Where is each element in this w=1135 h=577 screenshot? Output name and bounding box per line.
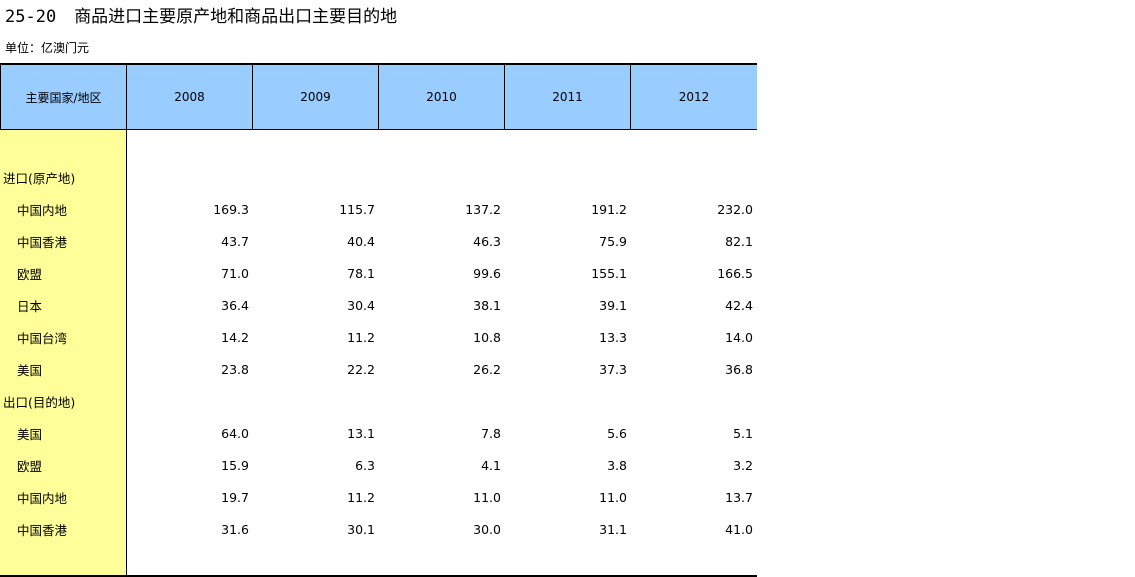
cell-value: 39.1 — [599, 297, 627, 313]
row-label: 日本 — [17, 298, 43, 314]
cell-value: 71.0 — [221, 265, 249, 281]
section-heading-row: 出口(目的地) — [0, 385, 757, 417]
table-number: 25-20 — [5, 7, 57, 27]
cell-value: 11.2 — [347, 489, 375, 505]
row-label: 中国内地 — [17, 202, 68, 218]
cell-value: 137.2 — [465, 201, 501, 217]
cell-value: 46.3 — [473, 233, 501, 249]
table-row: 中国内地 169.3 115.7 137.2 191.2 232.0 — [0, 193, 757, 225]
cell-value: 11.0 — [473, 489, 501, 505]
cell-value: 191.2 — [591, 201, 627, 217]
row-label: 欧盟 — [17, 458, 43, 474]
cell-value: 3.8 — [607, 457, 627, 473]
cell-value: 26.2 — [473, 361, 501, 377]
header-year: 2012 — [678, 90, 710, 104]
table-row: 中国香港 43.7 40.4 46.3 75.9 82.1 — [0, 225, 757, 257]
cell-value: 31.1 — [599, 521, 627, 537]
section-heading: 进口(原产地) — [3, 170, 76, 186]
cell-value: 14.2 — [221, 329, 249, 345]
table-row: 美国 23.8 22.2 26.2 37.3 36.8 — [0, 353, 757, 385]
row-label: 中国香港 — [17, 234, 68, 250]
header-year: 2011 — [505, 65, 631, 129]
row-label: 美国 — [17, 426, 43, 442]
cell-value: 5.1 — [733, 425, 753, 441]
table-row: 中国香港 31.6 30.1 30.0 31.1 41.0 — [0, 513, 757, 545]
table-header: 主要国家/地区 2008 2009 2010 2011 2012 — [0, 63, 757, 130]
row-label: 欧盟 — [17, 266, 43, 282]
table-row: 中国内地 19.7 11.2 11.0 11.0 13.7 — [0, 481, 757, 513]
table-row: 日本 36.4 30.4 38.1 39.1 42.4 — [0, 289, 757, 321]
header-year: 2009 — [253, 65, 379, 129]
section-heading-row: 进口(原产地) — [0, 161, 757, 193]
cell-value: 30.0 — [473, 521, 501, 537]
table-row: 中国台湾 14.2 11.2 10.8 13.3 14.0 — [0, 321, 757, 353]
cell-value: 82.1 — [725, 233, 753, 249]
cell-value: 36.8 — [725, 361, 753, 377]
cell-value: 7.8 — [481, 425, 501, 441]
cell-value: 23.8 — [221, 361, 249, 377]
page-title: 25-20 商品进口主要原产地和商品出口主要目的地 — [5, 6, 397, 28]
cell-value: 13.7 — [725, 489, 753, 505]
header-corner: 主要国家/地区 — [0, 65, 127, 129]
cell-value: 37.3 — [599, 361, 627, 377]
cell-value: 155.1 — [591, 265, 627, 281]
cell-value: 30.4 — [347, 297, 375, 313]
cell-value: 10.8 — [473, 329, 501, 345]
row-label: 中国香港 — [17, 522, 68, 538]
table-row: 欧盟 15.9 6.3 4.1 3.8 3.2 — [0, 449, 757, 481]
row-label: 美国 — [17, 362, 43, 378]
cell-value: 22.2 — [347, 361, 375, 377]
row-label: 中国台湾 — [17, 330, 68, 346]
cell-value: 11.0 — [599, 489, 627, 505]
cell-value: 31.6 — [221, 521, 249, 537]
cell-value: 166.5 — [717, 265, 753, 281]
unit-note: 单位：亿澳门元 — [5, 41, 90, 55]
header-year: 2010 — [379, 65, 505, 129]
section-heading: 出口(目的地) — [3, 394, 76, 410]
cell-value: 13.1 — [347, 425, 375, 441]
cell-value: 232.0 — [717, 201, 753, 217]
cell-value: 38.1 — [473, 297, 501, 313]
cell-value: 15.9 — [221, 457, 249, 473]
data-table: 主要国家/地区 2008 2009 2010 2011 2012 进口(原产地)… — [0, 63, 757, 577]
cell-value: 4.1 — [481, 457, 501, 473]
cell-value: 14.0 — [725, 329, 753, 345]
cell-value: 78.1 — [347, 265, 375, 281]
cell-value: 40.4 — [347, 233, 375, 249]
table-bottom-rule — [0, 575, 757, 577]
table-row: 欧盟 71.0 78.1 99.6 155.1 166.5 — [0, 257, 757, 289]
cell-value: 115.7 — [339, 201, 375, 217]
cell-value: 75.9 — [599, 233, 627, 249]
cell-value: 99.6 — [473, 265, 501, 281]
cell-value: 13.3 — [599, 329, 627, 345]
row-label: 中国内地 — [17, 490, 68, 506]
cell-value: 41.0 — [725, 521, 753, 537]
cell-value: 6.3 — [355, 457, 375, 473]
cell-value: 42.4 — [725, 297, 753, 313]
cell-value: 64.0 — [221, 425, 249, 441]
table-title-text: 商品进口主要原产地和商品出口主要目的地 — [74, 7, 398, 27]
cell-value: 5.6 — [607, 425, 627, 441]
cell-value: 19.7 — [221, 489, 249, 505]
header-year: 2008 — [127, 65, 253, 129]
cell-value: 43.7 — [221, 233, 249, 249]
cell-value: 36.4 — [221, 297, 249, 313]
cell-value: 11.2 — [347, 329, 375, 345]
cell-value: 169.3 — [213, 201, 249, 217]
cell-value: 3.2 — [733, 457, 753, 473]
label-column-background — [0, 129, 127, 575]
cell-value: 30.1 — [347, 521, 375, 537]
table-body: 进口(原产地) 中国内地 169.3 115.7 137.2 191.2 232… — [0, 161, 757, 545]
table-row: 美国 64.0 13.1 7.8 5.6 5.1 — [0, 417, 757, 449]
